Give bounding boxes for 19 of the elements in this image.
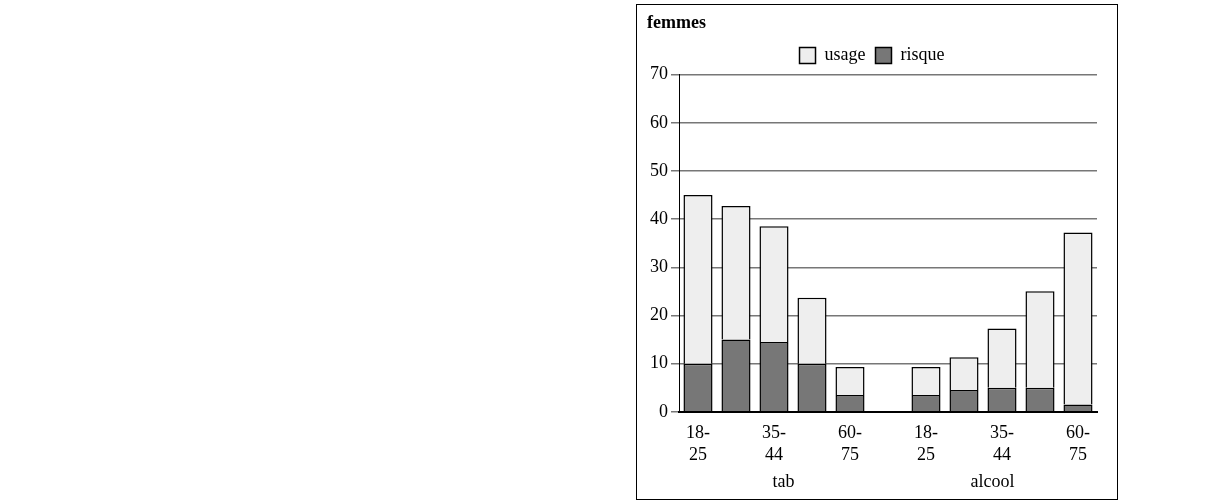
- x-tick-label: 18-25: [686, 422, 710, 464]
- x-tick-label: 35-44: [990, 422, 1014, 464]
- legend-label: risque: [900, 44, 945, 65]
- y-tick-label: 60: [650, 111, 668, 132]
- text: alcool: [970, 470, 1015, 491]
- y-tick-label: 70: [650, 63, 668, 84]
- y-tick-label: 20: [650, 304, 668, 325]
- y-tick-label: 40: [650, 207, 668, 228]
- chart-title: femmes: [647, 12, 706, 33]
- x-tick-label: 60-75: [838, 422, 862, 464]
- y-tick-label: 50: [650, 159, 668, 180]
- y-tick-label: 10: [650, 352, 668, 373]
- legend-label: usage: [824, 44, 866, 65]
- text: tab: [772, 470, 795, 491]
- y-tick-label: 30: [650, 256, 668, 277]
- x-tick-label: 18-25: [914, 422, 938, 464]
- x-tick-label: 60-75: [1066, 422, 1090, 464]
- x-tick-label: 35-44: [762, 422, 786, 464]
- y-tick-label: 0: [659, 400, 668, 421]
